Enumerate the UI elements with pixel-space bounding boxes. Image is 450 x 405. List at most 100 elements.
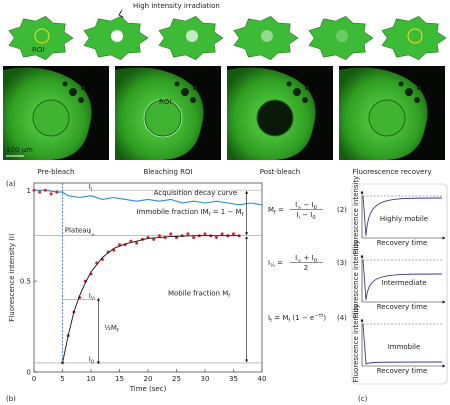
x-tick-label: 30: [201, 375, 210, 383]
irradiation-label: High intensity irradiation: [133, 2, 220, 10]
data-point: [129, 239, 133, 243]
equation-numerator: I∞ + I0: [295, 254, 317, 264]
text-part: I: [268, 259, 270, 267]
vesicle: [181, 88, 189, 96]
x-tick-label: 15: [115, 375, 124, 383]
vesicle: [190, 97, 196, 103]
data-point: [157, 234, 161, 238]
nucleus: [32, 99, 70, 137]
vesicle: [69, 88, 77, 96]
bleach-spot: [186, 30, 198, 42]
vesicle: [305, 86, 309, 90]
equation: It = Mf (1 − e−τt): [268, 313, 326, 324]
data-point: [38, 190, 42, 194]
text-part: f: [209, 212, 211, 218]
vesicle: [398, 81, 404, 87]
image-label: Post-bleach: [260, 168, 300, 176]
vesicle: [293, 88, 301, 96]
text-part: − I: [300, 211, 312, 219]
data-point: [32, 188, 36, 192]
vesicle: [302, 97, 308, 103]
vesicle: [414, 97, 420, 103]
mini-curve: [362, 323, 443, 365]
equation-number: (2): [337, 206, 347, 214]
text-part: i: [299, 215, 300, 221]
equation: I½ =: [268, 259, 283, 269]
vesicle: [417, 86, 421, 90]
bleach-spot: [111, 30, 123, 42]
bleach-spot: [336, 30, 348, 42]
text-part: 0: [314, 205, 317, 211]
x-tick-label: 0: [32, 375, 36, 383]
data-point: [43, 188, 47, 192]
text-part: I: [89, 355, 91, 363]
data-point: [135, 241, 139, 245]
text-part: f: [242, 212, 244, 218]
vesicle: [286, 81, 292, 87]
mini-label: Immobile: [388, 343, 421, 351]
data-point: [186, 232, 190, 236]
data-point: [232, 232, 235, 236]
vesicle: [193, 86, 197, 90]
text-part: i: [91, 187, 92, 193]
text-part: − I: [301, 201, 313, 209]
panel-label: (a): [6, 180, 16, 188]
roi-outline: [143, 98, 183, 138]
x-tick-label: 25: [172, 375, 181, 383]
vesicle: [174, 81, 180, 87]
y-tick-label: 0: [27, 369, 31, 377]
reference-label: I∞: [89, 228, 95, 238]
text-part: ): [323, 314, 326, 322]
data-point: [192, 236, 196, 240]
text-part: 0: [91, 359, 94, 365]
text-part: =: [276, 206, 284, 214]
text-part: ∞: [91, 232, 95, 238]
mini-curve: [362, 259, 443, 301]
text-part: 0: [312, 215, 315, 221]
data-point: [55, 190, 59, 194]
text-part: 0: [314, 258, 317, 264]
text-part: ∞: [297, 258, 301, 264]
mini-x-label: Recovery time: [377, 303, 428, 311]
y-tick-label: 1: [27, 187, 31, 195]
data-point: [203, 232, 207, 236]
cell: [308, 15, 374, 61]
equation-denominator: Ii − I0: [296, 211, 315, 221]
text-part: I: [296, 211, 298, 219]
text-part: Mobile fraction M: [168, 290, 228, 298]
mini-x-label: Recovery time: [377, 367, 428, 375]
text-part: = 1 − M: [210, 208, 241, 216]
mini-label: Highly mobile: [380, 215, 428, 223]
image-label: Fluorescence recovery: [353, 168, 432, 176]
nucleus: [256, 99, 294, 137]
mini-y-label: Fluorescence intensity: [352, 304, 360, 383]
text-part: f: [274, 210, 276, 216]
equation: Mf =: [268, 206, 284, 216]
x-tick-label: 40: [258, 375, 267, 383]
x-axis-label: Time (sec): [129, 385, 167, 393]
text-part: M: [268, 206, 274, 214]
text-part: 2: [304, 264, 308, 272]
data-point: [152, 237, 156, 241]
text-part: −τt: [314, 313, 323, 319]
reference-label: I½: [89, 292, 96, 302]
text-part: (1 − e: [292, 314, 314, 322]
mini-label: Intermediate: [381, 279, 426, 287]
nucleus: [368, 99, 406, 137]
text-part: =: [275, 259, 283, 267]
mini-y-label: Fluorescence intensity: [352, 176, 360, 255]
equation-numerator: I∞ − I0: [295, 201, 317, 211]
decay-curve: [34, 189, 263, 206]
vesicle: [62, 81, 68, 87]
mini-x-label: Recovery time: [377, 239, 428, 247]
equation-number: (4): [337, 314, 347, 322]
x-tick-label: 20: [144, 375, 153, 383]
vesicle: [81, 86, 85, 90]
text-part: Immobile fraction IM: [137, 208, 209, 216]
scale-label: 100 μm: [6, 146, 33, 154]
fit-curve: [62, 235, 240, 363]
text-part: ∞: [297, 205, 301, 211]
panel-label: (b): [6, 395, 16, 403]
equation-denominator: 2: [304, 264, 308, 272]
